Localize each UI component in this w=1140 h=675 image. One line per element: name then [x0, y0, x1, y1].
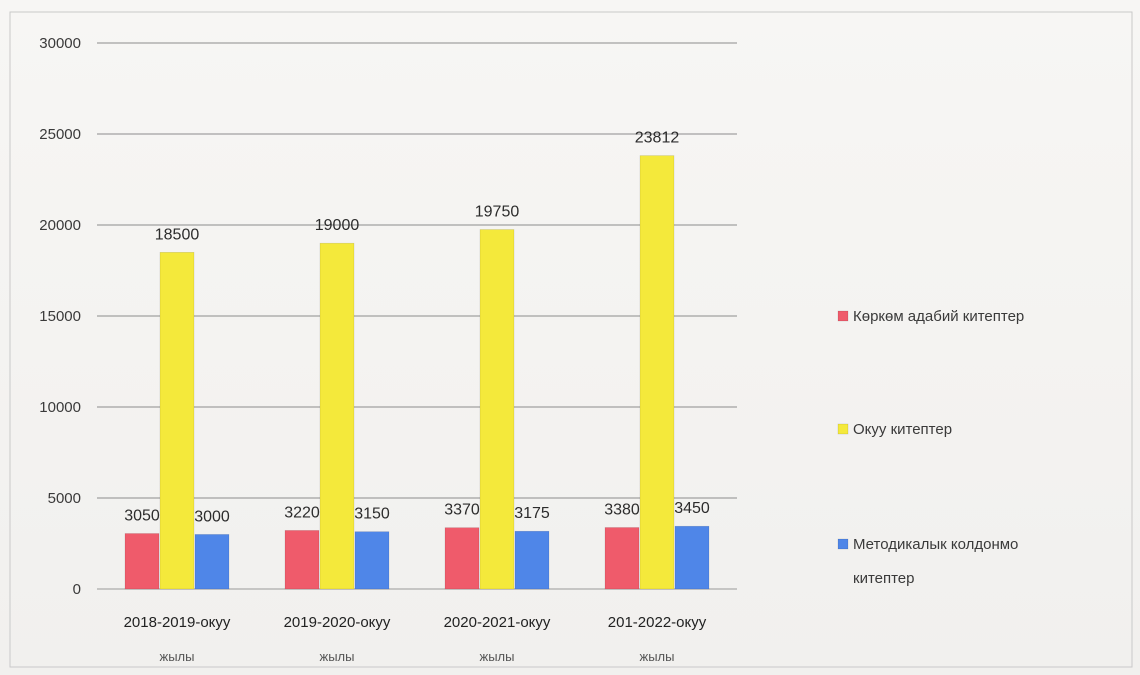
gridlines — [97, 42, 737, 590]
bar — [639, 155, 675, 590]
legend-label: Окуу китептер — [853, 421, 952, 438]
x-category-label: 2018-2019-окуу — [124, 614, 231, 631]
chart-frame — [9, 11, 1133, 668]
data-label: 3150 — [354, 506, 390, 523]
bar — [354, 531, 390, 590]
y-tick-label: 10000 — [39, 399, 81, 416]
x-category-label: 201-2022-окуу — [608, 614, 707, 631]
x-category-label-line2: жылы — [480, 649, 515, 664]
bar — [319, 242, 355, 590]
y-tick-label: 15000 — [39, 308, 81, 325]
bar — [514, 530, 550, 590]
x-axis-categories: 2018-2019-окуу жылы 2019-2020-окуу жылы 2020… — [124, 614, 707, 664]
data-label: 19000 — [315, 217, 360, 234]
legend-label: Көркөм адабий китептер — [853, 308, 1024, 325]
data-label: 3000 — [194, 508, 230, 525]
y-axis-ticks: 0 5000 10000 15000 20000 25000 30000 — [39, 35, 81, 598]
data-label: 18500 — [155, 226, 200, 243]
data-label: 3050 — [124, 507, 160, 524]
x-category-label-line2: жылы — [160, 649, 195, 664]
x-category-label-line2: жылы — [640, 649, 675, 664]
data-label: 23812 — [635, 130, 680, 147]
data-label: 3175 — [514, 505, 550, 522]
bar — [194, 534, 230, 590]
x-category-label: 2019-2020-окуу — [284, 614, 391, 631]
bar — [604, 527, 640, 590]
data-label: 3380 — [604, 501, 640, 518]
data-label: 3450 — [674, 500, 710, 517]
bars — [124, 155, 710, 590]
x-category-label-line2: жылы — [320, 649, 355, 664]
bar — [124, 533, 160, 590]
x-category-label: 2020-2021-окуу — [444, 614, 551, 631]
data-label: 3370 — [444, 502, 480, 519]
y-tick-label: 25000 — [39, 126, 81, 143]
y-tick-label: 5000 — [48, 490, 81, 507]
bar — [479, 229, 515, 590]
y-tick-label: 20000 — [39, 217, 81, 234]
y-tick-label: 0 — [73, 581, 81, 598]
legend-swatch — [837, 423, 849, 435]
legend: Көркөм адабий китептер Окуу китептер Метод… — [837, 308, 1024, 587]
legend-swatch — [837, 310, 849, 322]
legend-swatch — [837, 538, 849, 550]
data-label: 3220 — [284, 504, 320, 521]
data-label: 19750 — [475, 204, 520, 221]
legend-label: Методикалык колдонмо — [853, 536, 1018, 553]
legend-label: китептер — [853, 570, 915, 587]
bar — [284, 530, 320, 590]
bar — [444, 527, 480, 590]
bar — [159, 252, 195, 590]
y-tick-label: 30000 — [39, 35, 81, 52]
bar — [674, 525, 710, 590]
data-labels: 3050 18500 3000 3220 19000 3150 3370 19750 3175 3… — [124, 130, 710, 526]
